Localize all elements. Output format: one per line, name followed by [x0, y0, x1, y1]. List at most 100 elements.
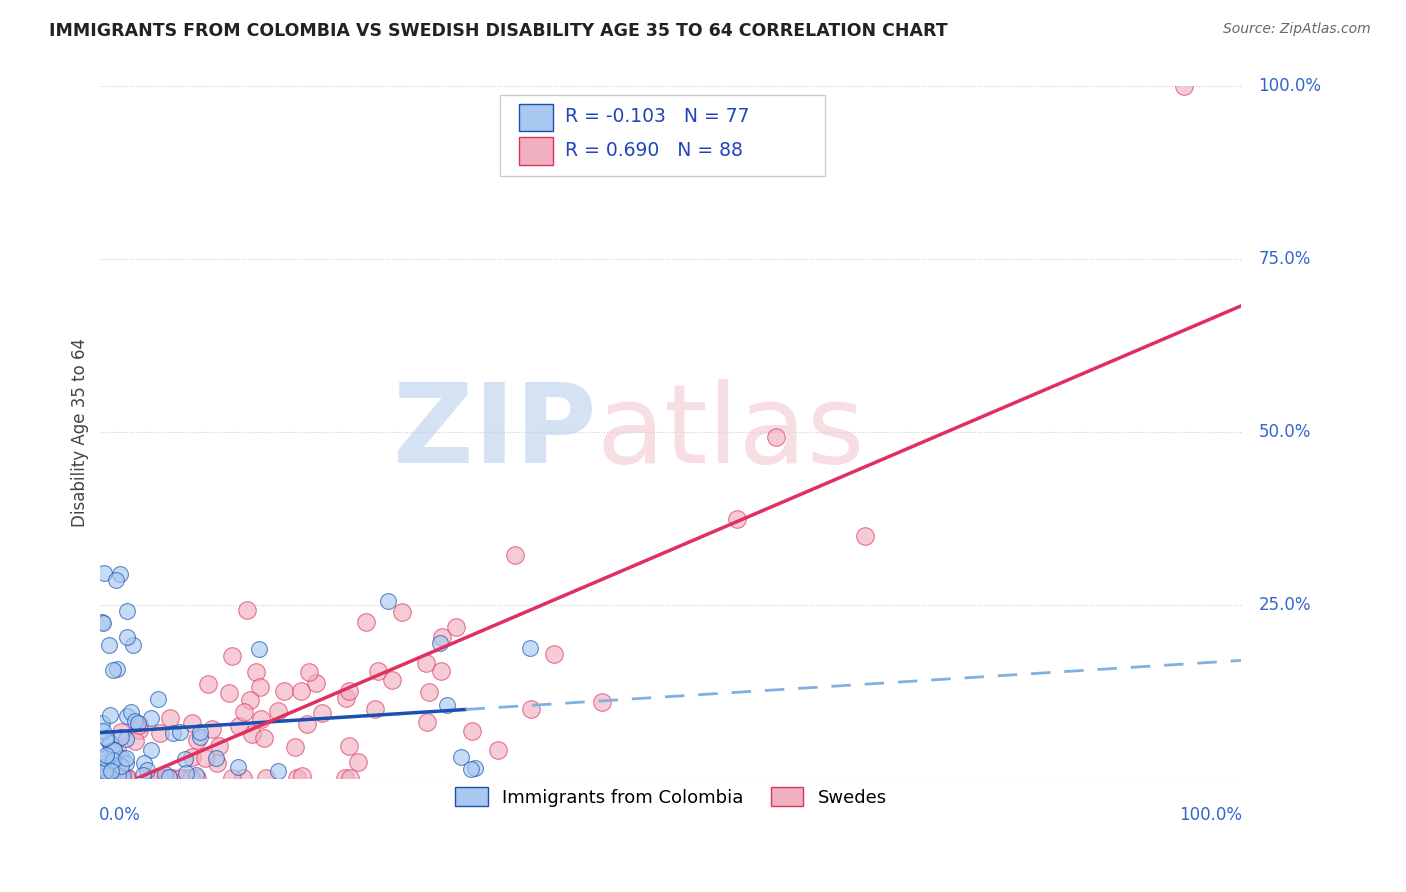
Point: [290, 684, 312, 698]
Point: [249, 642, 271, 657]
Point: [188, 730, 211, 744]
Point: [114, 771, 136, 785]
Point: [100, 770, 122, 784]
Point: [115, 732, 138, 747]
Point: [174, 771, 197, 785]
Point: [96, 761, 118, 775]
Point: [103, 743, 125, 757]
Point: [159, 711, 181, 725]
Point: [100, 764, 122, 778]
Point: [91, 615, 114, 630]
Point: [356, 615, 378, 629]
Point: [148, 771, 170, 785]
Point: [90, 760, 112, 774]
Point: [105, 742, 128, 756]
Point: [120, 705, 142, 719]
Point: [115, 630, 138, 644]
Point: [94, 771, 117, 785]
Point: [236, 603, 259, 617]
Point: [105, 573, 128, 587]
Point: [591, 694, 613, 708]
Point: [110, 751, 132, 765]
Point: [186, 771, 208, 785]
Point: [221, 649, 243, 664]
Point: [1173, 79, 1195, 94]
Point: [115, 751, 138, 765]
Point: [110, 730, 132, 744]
Point: [107, 767, 129, 781]
Point: [267, 764, 290, 778]
Point: [97, 767, 120, 781]
Text: R = 0.690   N = 88: R = 0.690 N = 88: [565, 141, 742, 161]
Point: [128, 723, 150, 737]
Point: [381, 673, 404, 687]
Point: [100, 771, 122, 785]
Point: [91, 615, 114, 629]
Point: [155, 771, 177, 785]
Point: [429, 636, 451, 650]
Text: 50.0%: 50.0%: [1258, 423, 1310, 442]
Point: [96, 771, 118, 785]
Point: [110, 758, 132, 772]
Point: [284, 740, 307, 755]
Point: [415, 714, 437, 729]
Point: [218, 686, 240, 700]
Point: [337, 739, 360, 754]
Point: [205, 756, 228, 770]
Point: [134, 756, 156, 770]
Point: [853, 528, 876, 542]
Point: [108, 567, 131, 582]
Point: [333, 771, 356, 785]
Y-axis label: Disability Age 35 to 64: Disability Age 35 to 64: [72, 338, 89, 526]
Point: [98, 767, 121, 781]
Point: [94, 771, 117, 785]
Point: [335, 690, 357, 705]
Text: 100.0%: 100.0%: [1180, 805, 1243, 823]
Point: [94, 748, 117, 763]
Point: [97, 735, 120, 749]
Point: [253, 731, 276, 745]
Point: [436, 698, 458, 712]
Point: [115, 756, 138, 770]
Point: [194, 751, 217, 765]
Point: [96, 760, 118, 774]
Text: IMMIGRANTS FROM COLOMBIA VS SWEDISH DISABILITY AGE 35 TO 64 CORRELATION CHART: IMMIGRANTS FROM COLOMBIA VS SWEDISH DISA…: [49, 22, 948, 40]
Point: [93, 566, 115, 581]
Point: [162, 726, 184, 740]
Text: Source: ZipAtlas.com: Source: ZipAtlas.com: [1223, 22, 1371, 37]
Point: [141, 743, 163, 757]
Point: [136, 763, 159, 777]
Point: [139, 711, 162, 725]
Point: [205, 751, 228, 765]
Point: [100, 756, 122, 771]
Bar: [519, 137, 554, 165]
Point: [291, 769, 314, 783]
Point: [127, 716, 149, 731]
Point: [460, 723, 482, 738]
Legend: Immigrants from Colombia, Swedes: Immigrants from Colombia, Swedes: [449, 780, 894, 814]
Point: [180, 771, 202, 785]
Point: [105, 662, 128, 676]
Point: [157, 770, 180, 784]
Point: [96, 759, 118, 773]
Point: [486, 742, 509, 756]
Point: [765, 429, 787, 443]
Point: [725, 512, 748, 526]
Point: [429, 665, 451, 679]
Bar: [519, 103, 554, 131]
Point: [503, 548, 526, 562]
FancyBboxPatch shape: [499, 95, 825, 177]
Point: [128, 718, 150, 732]
Point: [519, 641, 541, 656]
Point: [430, 630, 453, 644]
Point: [94, 731, 117, 746]
Point: [97, 771, 120, 785]
Point: [228, 719, 250, 733]
Point: [305, 676, 328, 690]
Point: [298, 665, 321, 679]
Point: [103, 743, 125, 757]
Point: [221, 771, 243, 785]
Point: [90, 756, 112, 770]
Point: [460, 762, 482, 776]
Point: [180, 750, 202, 764]
